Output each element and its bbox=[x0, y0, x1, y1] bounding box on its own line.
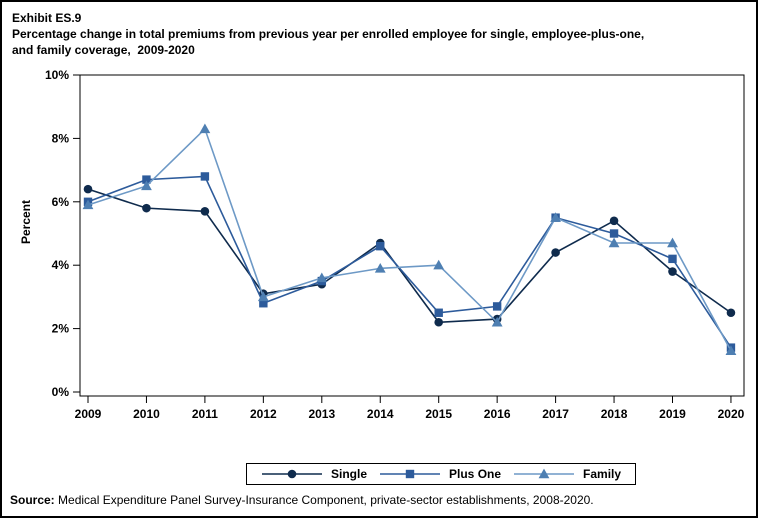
data-point-family-2020 bbox=[725, 345, 737, 355]
data-point-family-2011 bbox=[199, 123, 211, 134]
data-point-family-2017 bbox=[550, 212, 561, 222]
x-axis-tick-label: 2016 bbox=[484, 407, 511, 421]
data-point-single-2010 bbox=[142, 203, 151, 213]
x-axis-tick-label: 2014 bbox=[367, 407, 394, 421]
y-axis-tick-label: 4% bbox=[52, 258, 70, 272]
circle-marker-icon bbox=[262, 469, 322, 479]
data-point-family-2015 bbox=[433, 259, 445, 270]
data-point-family-2014 bbox=[374, 262, 386, 273]
legend-item-family: Family bbox=[513, 467, 621, 481]
data-point-single-2011 bbox=[200, 207, 210, 216]
chart-title-line2: and family coverage, 2009-2020 bbox=[12, 43, 195, 57]
y-axis-tick-label: 0% bbox=[52, 385, 70, 399]
x-axis-tick-label: 2010 bbox=[133, 407, 160, 421]
y-axis-tick-label: 10% bbox=[45, 68, 69, 82]
x-axis-tick-label: 2009 bbox=[75, 407, 102, 421]
legend-label-plus-one: Plus One bbox=[449, 467, 502, 481]
legend-item-single: Single bbox=[261, 467, 367, 481]
square-marker-icon bbox=[380, 469, 441, 479]
series-family-line bbox=[87, 127, 732, 352]
source-label: Source: bbox=[10, 493, 55, 507]
data-point-single-2020 bbox=[726, 308, 736, 318]
data-point-family-2019 bbox=[667, 237, 678, 248]
exhibit-label: Exhibit ES.9 bbox=[12, 11, 82, 25]
data-point-family-2009 bbox=[82, 199, 94, 210]
legend: Single Plus One Family bbox=[246, 463, 637, 485]
data-point-plus-one-2012 bbox=[259, 299, 268, 308]
data-point-plus-one-2019 bbox=[668, 254, 677, 264]
data-point-family-2012 bbox=[257, 291, 269, 302]
data-point-plus-one-2018 bbox=[609, 229, 619, 238]
data-point-family-2010 bbox=[141, 180, 152, 191]
chart-header: Exhibit ES.9 Percentage change in total … bbox=[12, 10, 644, 58]
plot-frame bbox=[79, 74, 745, 397]
x-axis-tick-label: 2015 bbox=[425, 407, 452, 421]
x-axis-tick-label: 2020 bbox=[718, 407, 745, 421]
data-point-single-2015 bbox=[434, 317, 444, 327]
data-point-plus-one-2010 bbox=[142, 175, 151, 184]
data-point-plus-one-2011 bbox=[200, 172, 210, 181]
legend-item-plus-one: Plus One bbox=[379, 467, 501, 481]
x-axis-tick-label: 2019 bbox=[659, 407, 686, 421]
data-point-single-2017 bbox=[551, 248, 560, 257]
data-point-plus-one-2014 bbox=[376, 241, 385, 251]
data-point-family-2013 bbox=[316, 272, 328, 283]
triangle-marker-icon bbox=[514, 468, 575, 479]
data-point-single-2009 bbox=[83, 184, 93, 194]
x-axis-tick-label: 2017 bbox=[542, 407, 569, 421]
data-point-family-2018 bbox=[608, 237, 620, 248]
chart-title-line1: Percentage change in total premiums from… bbox=[12, 27, 645, 41]
legend-label-single: Single bbox=[331, 467, 368, 481]
source-text: Medical Expenditure Panel Survey-Insuran… bbox=[54, 493, 594, 507]
source-note: Source: Medical Expenditure Panel Survey… bbox=[10, 493, 594, 507]
x-axis-tick-label: 2018 bbox=[601, 407, 628, 421]
data-point-single-2019 bbox=[668, 267, 677, 276]
series-single-line bbox=[87, 188, 732, 324]
x-axis-tick-label: 2013 bbox=[308, 407, 335, 421]
legend-label-family: Family bbox=[583, 467, 622, 481]
data-point-plus-one-2015 bbox=[434, 308, 443, 317]
y-axis-tick-label: 2% bbox=[52, 322, 70, 336]
data-point-plus-one-2016 bbox=[492, 302, 502, 311]
line-chart: 0% 2% 4% 6% 8% 10% 2009 2010 2011 2012 2013 2014 201… bbox=[45, 68, 745, 421]
x-axis-tick-label: 2012 bbox=[250, 407, 277, 421]
series-plus-one-line bbox=[87, 175, 732, 349]
data-point-single-2018 bbox=[609, 216, 619, 226]
data-point-family-2016 bbox=[491, 316, 503, 327]
y-axis-tick-label: 8% bbox=[52, 131, 70, 145]
y-axis-tick-label: 6% bbox=[52, 195, 70, 209]
x-axis-tick-label: 2011 bbox=[192, 407, 218, 421]
